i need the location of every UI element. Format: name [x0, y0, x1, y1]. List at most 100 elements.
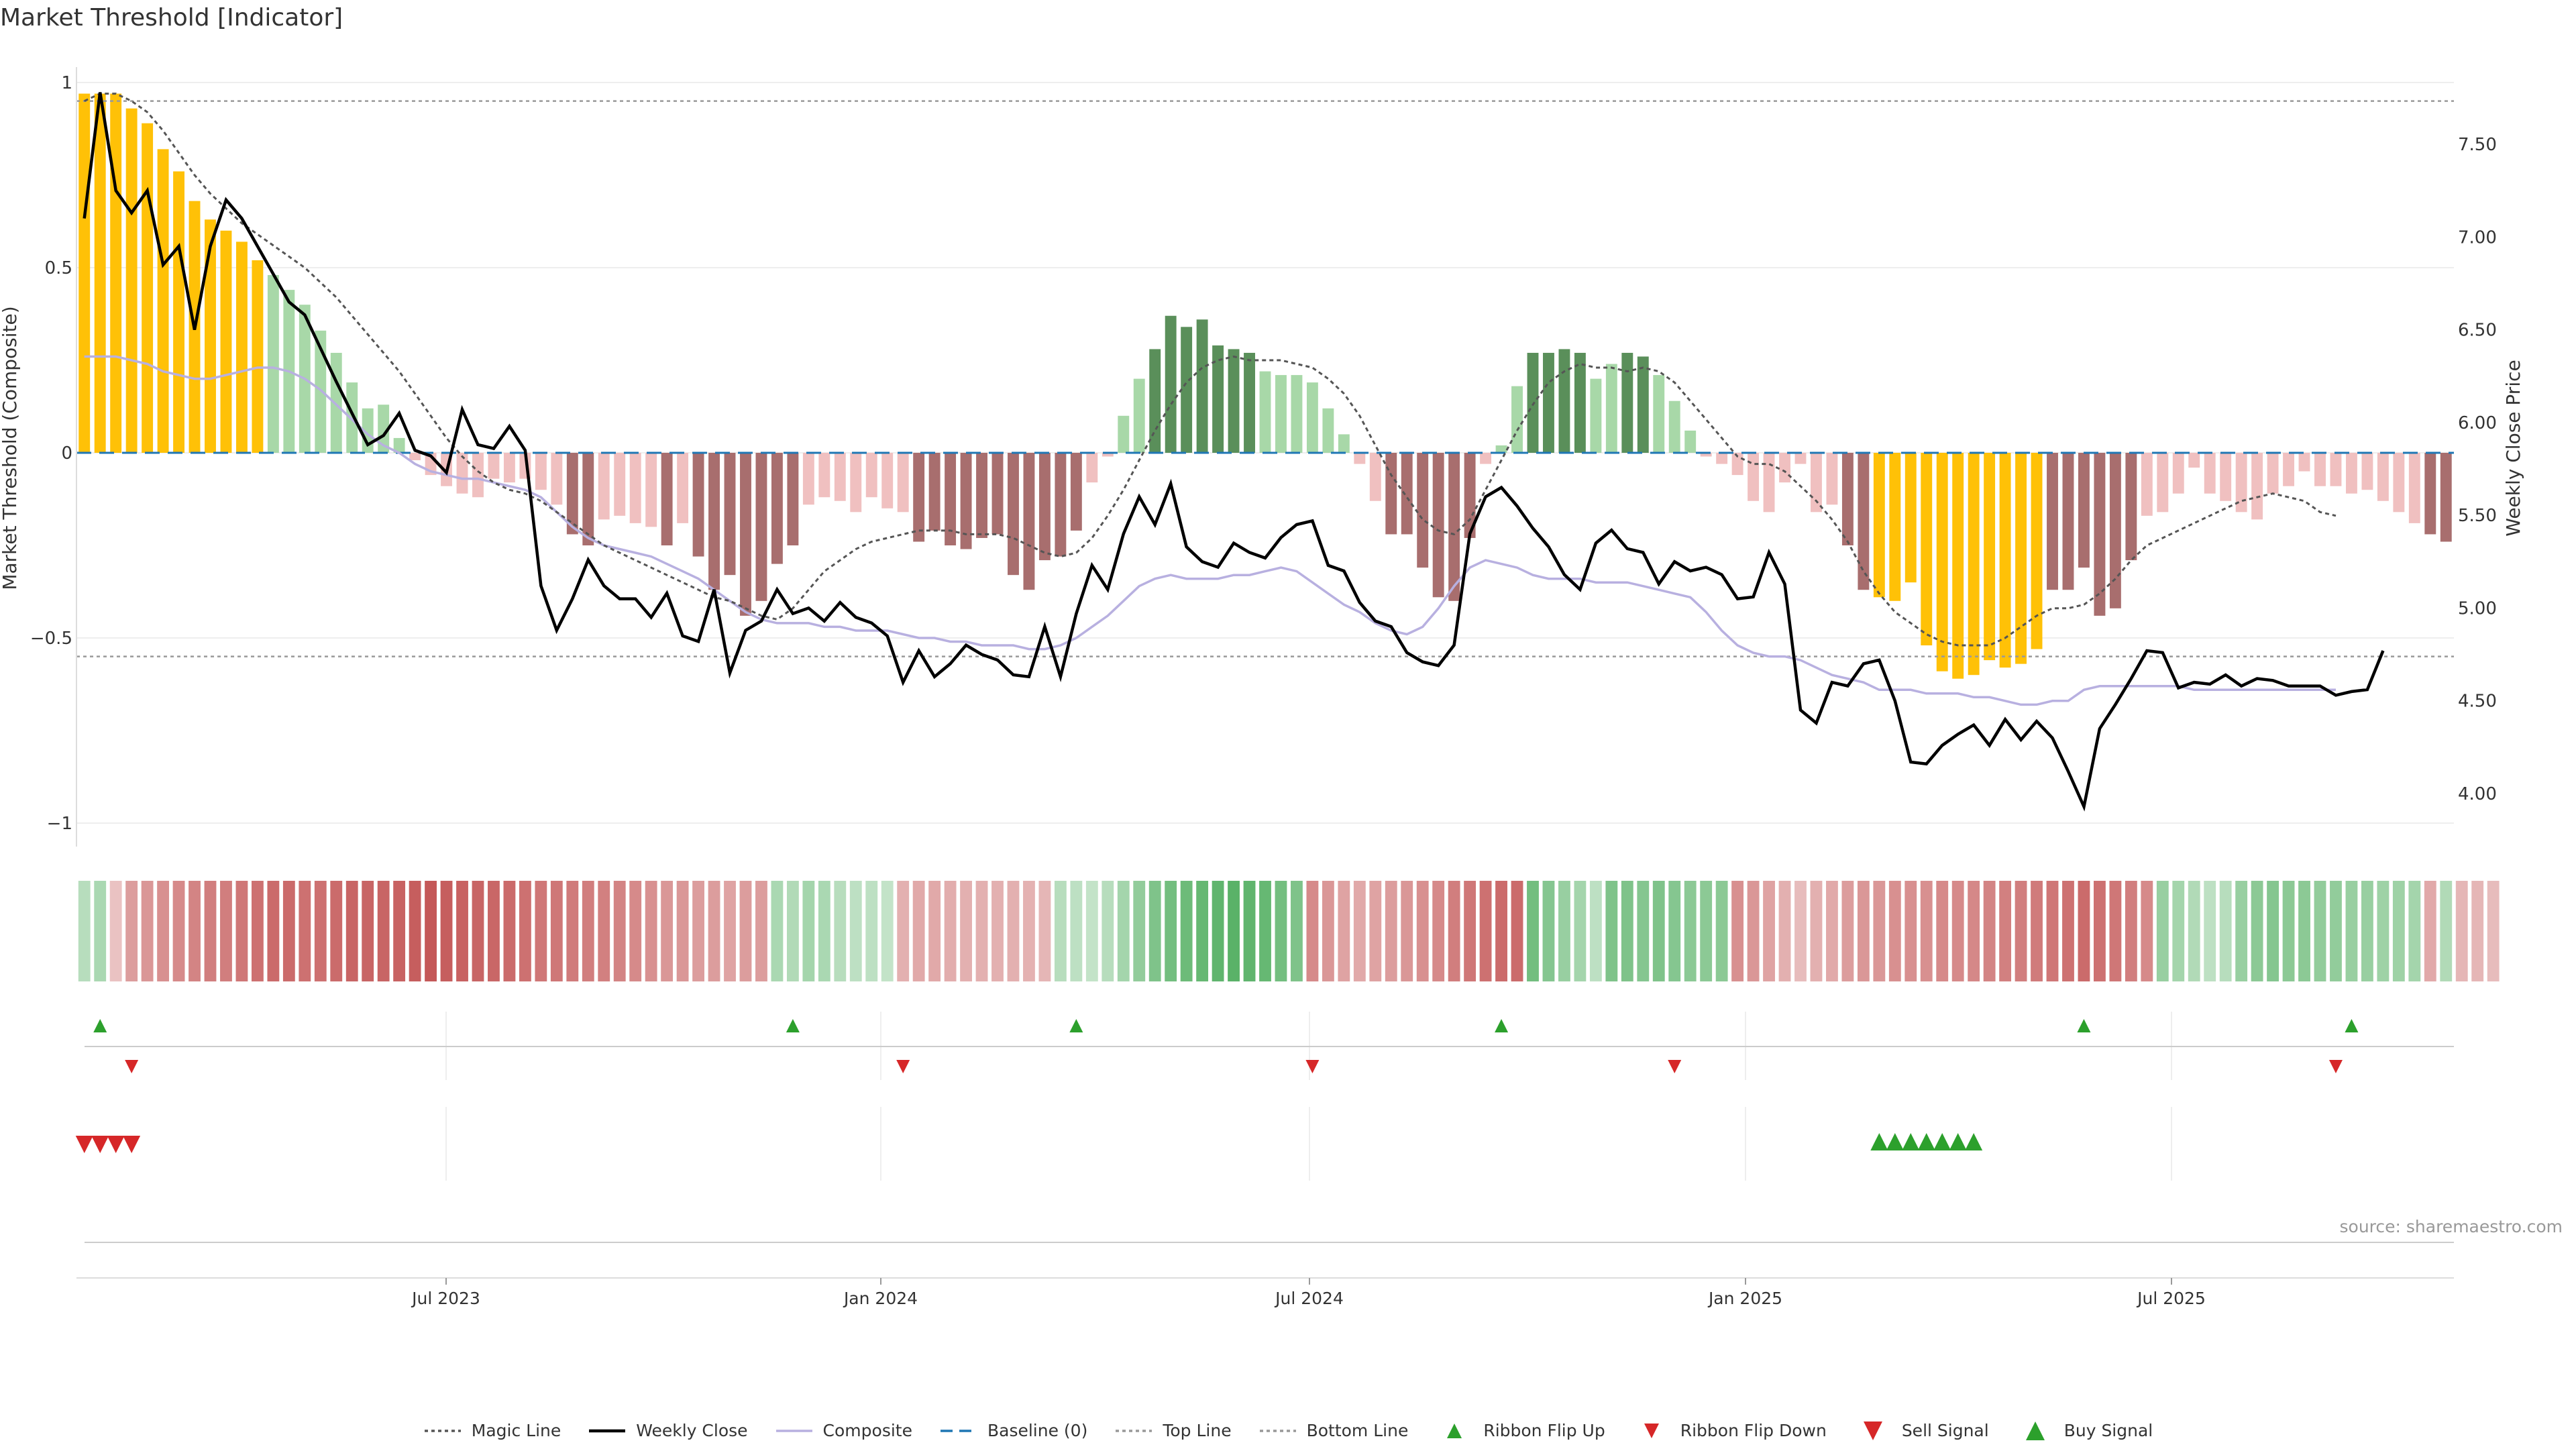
composite-bar — [1149, 349, 1161, 453]
ribbon-cell — [282, 881, 295, 981]
x-axis: Jul 2023 Jan 2024 Jul 2024 Jan 2025 Jul 2025 — [76, 1277, 2454, 1308]
ribbon-cell — [1369, 881, 1382, 981]
ribbon-cell — [739, 881, 752, 981]
ribbon-cell — [676, 881, 689, 981]
composite-bar — [1936, 453, 1948, 672]
signal-rows — [75, 1012, 2454, 1243]
composite-bar — [614, 453, 626, 516]
legend-item: Magic Line — [423, 1421, 561, 1440]
composite-bar — [1354, 453, 1366, 464]
legend-swatch — [424, 1429, 461, 1432]
ribbon-cell — [2046, 881, 2059, 981]
composite-bar — [2125, 453, 2137, 561]
composite-bar — [677, 453, 689, 523]
composite-bar — [708, 453, 720, 590]
composite-bar — [1259, 371, 1271, 453]
ribbon-cell — [1038, 881, 1051, 981]
composite-bar — [1338, 434, 1350, 453]
legend-label: Bottom Line — [1306, 1421, 1409, 1440]
ribbon-cell — [818, 881, 830, 981]
legend-item: Sell Signal — [1854, 1421, 1989, 1440]
ribbon-cell — [1936, 881, 1949, 981]
ribbon-cell — [2298, 881, 2310, 981]
composite-bar — [78, 93, 91, 453]
ribbon-cell — [393, 881, 406, 981]
composite-bar — [1731, 453, 1743, 476]
x-tick-label: Jul 2023 — [411, 1289, 480, 1308]
composite-bar — [1590, 378, 1602, 453]
legend-label: Top Line — [1163, 1421, 1232, 1440]
composite-bar — [2015, 453, 2027, 664]
ribbon-cell — [1857, 881, 1870, 981]
ribbon-cell — [1385, 881, 1397, 981]
ribbon-cell — [503, 881, 516, 981]
ribbon-cell — [897, 881, 910, 981]
composite-bar — [488, 453, 500, 479]
composite-bar — [1181, 327, 1193, 453]
ribbon-cell — [613, 881, 626, 981]
ribbon-cell — [1495, 881, 1507, 981]
ribbon-cell — [928, 881, 941, 981]
ribbon-cell — [1999, 881, 2012, 981]
ribbon-flip-down-marker — [1305, 1060, 1320, 1073]
legend-label: Composite — [822, 1421, 912, 1440]
ribbon-cell — [204, 881, 217, 981]
ribbon-cell — [519, 881, 531, 981]
ribbon-cell — [1401, 881, 1413, 981]
ribbon-cell — [912, 881, 925, 981]
composite-bar — [834, 453, 846, 501]
ribbon-cell — [1070, 881, 1083, 981]
ribbon-cell — [1778, 881, 1791, 981]
composite-bar — [945, 453, 957, 545]
composite-bar — [1448, 453, 1460, 601]
composite-bar — [1511, 386, 1523, 453]
magic-line — [84, 93, 2337, 647]
ribbon-cell — [1448, 881, 1460, 981]
composite-bar — [205, 219, 216, 453]
ribbon-cell — [2251, 881, 2263, 981]
composite-bar — [1621, 352, 1633, 453]
ribbon-cell — [1715, 881, 1728, 981]
legend-swatch — [1644, 1423, 1659, 1438]
composite-bar — [346, 382, 358, 453]
ribbon-cell — [299, 881, 311, 981]
legend-item: Composite — [775, 1421, 912, 1440]
ribbon-cell — [1054, 881, 1067, 981]
ribbon-cell — [172, 881, 185, 981]
ribbon-cell — [2125, 881, 2137, 981]
composite-bar — [110, 93, 122, 453]
composite-bar — [2172, 453, 2184, 494]
ribbon-cell — [1291, 881, 1303, 981]
composite-bar — [2314, 453, 2326, 486]
weekly-close-line — [83, 92, 2385, 812]
legend-swatch — [1863, 1421, 1882, 1440]
composite-bar — [1841, 453, 1854, 545]
ribbon-cell — [1574, 881, 1587, 981]
composite-bar — [865, 453, 877, 498]
composite-bar — [1070, 453, 1082, 531]
ribbon-cell — [1904, 881, 1917, 981]
ribbon-cell — [1763, 881, 1775, 981]
ribbon-cell — [2062, 881, 2074, 981]
ribbon-cell — [865, 881, 878, 981]
ribbon-flip-down-marker — [1668, 1060, 1682, 1073]
ribbon-cell — [2188, 881, 2200, 981]
legend-item: Top Line — [1114, 1421, 1232, 1440]
lines — [76, 92, 2454, 812]
y-tick-label-right: 4.50 — [2458, 692, 2497, 712]
legend-swatch — [940, 1429, 977, 1432]
composite-bar — [1858, 453, 1870, 590]
composite-bar — [1984, 453, 1996, 661]
ribbon-cell — [78, 881, 91, 981]
ribbon-cell — [235, 881, 248, 981]
ribbon-cell — [1700, 881, 1713, 981]
composite-bar — [2141, 453, 2153, 516]
ribbon-cell — [2408, 881, 2421, 981]
ribbon-flip-down-marker — [896, 1060, 910, 1073]
ribbon-flip-up-marker — [786, 1019, 800, 1032]
composite-bar — [2157, 453, 2169, 513]
composite-bar — [1212, 345, 1224, 453]
y-tick-label-right: 7.50 — [2458, 135, 2497, 155]
composite-bar — [1133, 378, 1145, 453]
composite-bar — [1684, 430, 1697, 453]
